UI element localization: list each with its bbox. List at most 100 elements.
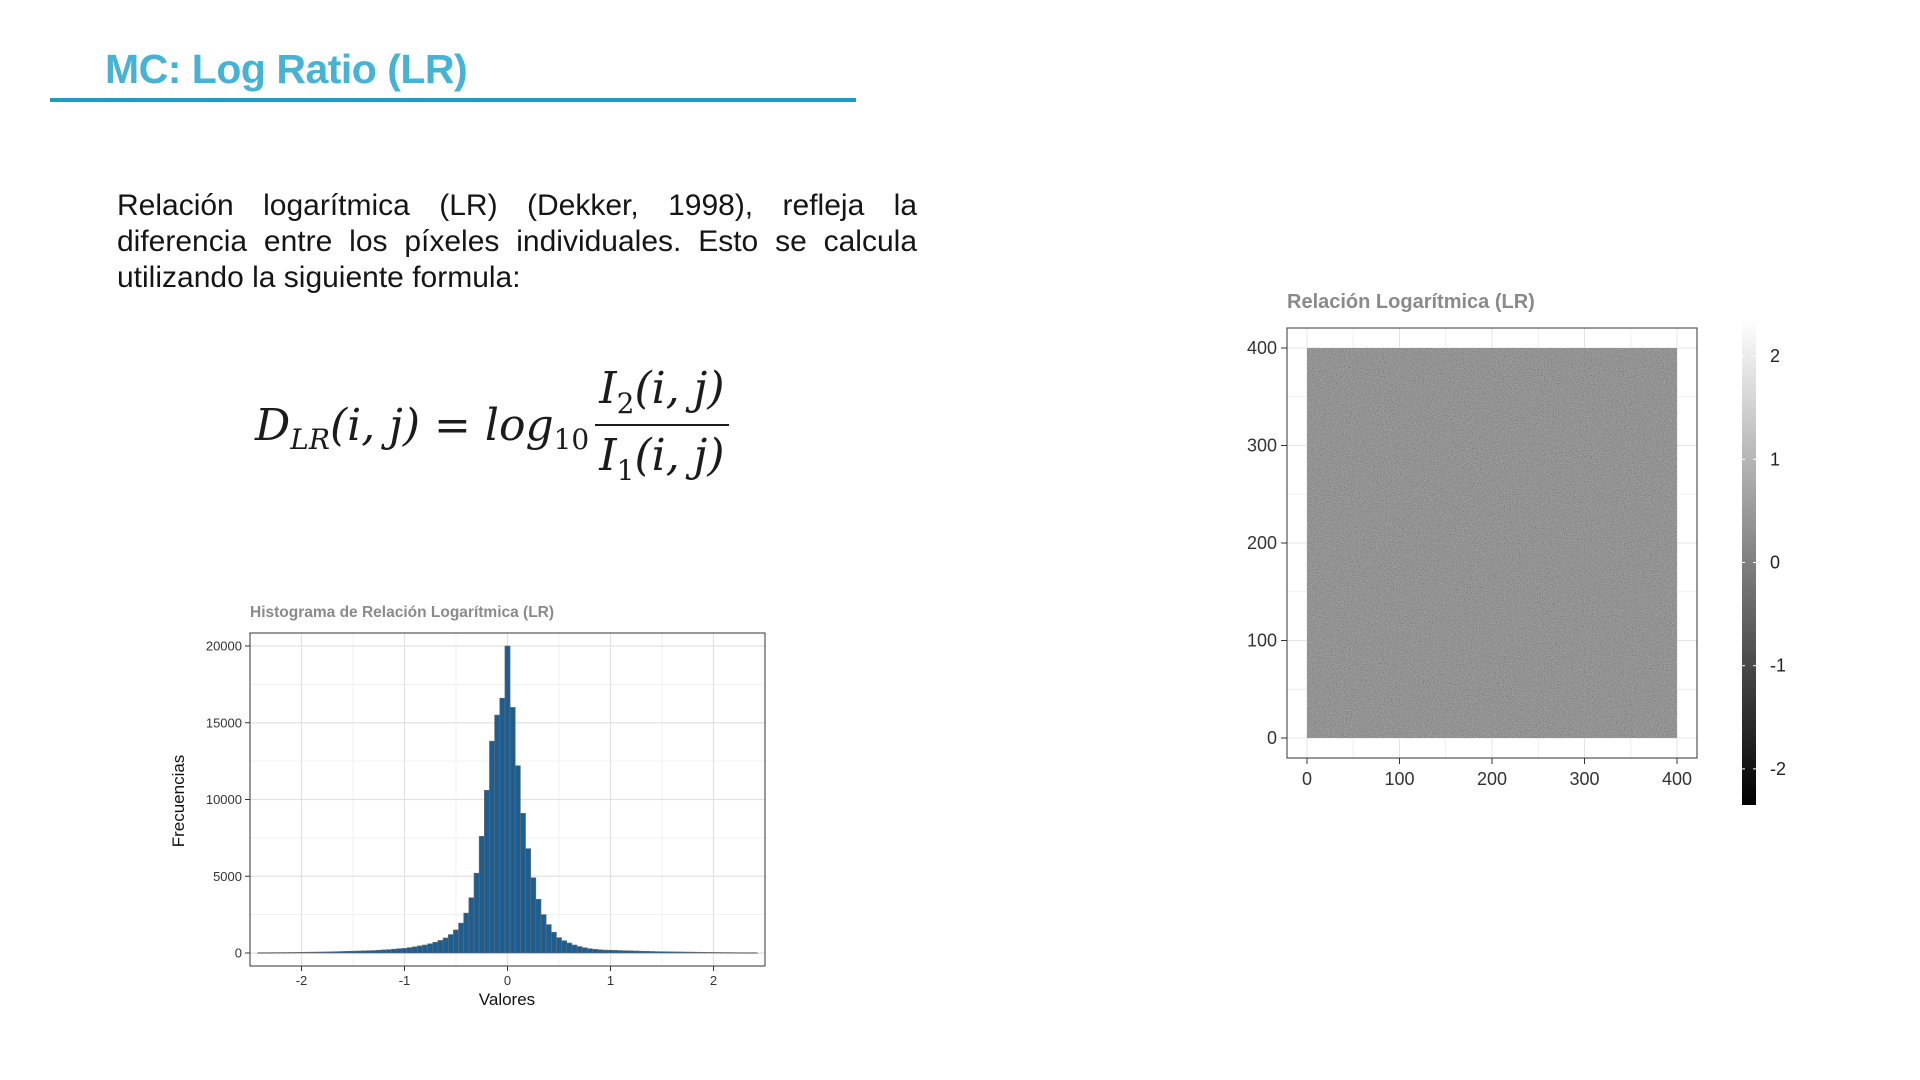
histogram-bar <box>298 952 305 954</box>
histogram-bar <box>401 948 408 954</box>
histogram-bar <box>375 949 382 954</box>
histogram-bar <box>427 943 434 954</box>
formula-lhs-subscript: LR <box>290 422 330 456</box>
formula-fraction: I2(i, j) I1(i, j) <box>595 363 729 487</box>
histogram-bar <box>365 950 372 954</box>
histogram-bar <box>545 924 552 954</box>
histogram-bar <box>690 951 696 954</box>
histogram-bar <box>746 952 753 954</box>
heatmap-texture <box>1307 348 1677 738</box>
histogram-bar <box>720 952 727 954</box>
histogram-bar <box>633 950 640 954</box>
histogram-bar <box>540 914 547 954</box>
histogram-bar <box>473 872 480 954</box>
histogram-bar <box>463 912 470 954</box>
histogram-bar <box>417 945 423 954</box>
histogram-title: Histograma de Relación Logarítmica (LR) <box>250 604 554 621</box>
histogram-bar <box>293 952 300 954</box>
histogram-bar <box>664 951 671 954</box>
histogram-bar <box>267 952 274 954</box>
histogram-bar <box>308 951 315 954</box>
histogram-x-tick-label: -2 <box>296 973 308 988</box>
histogram-bar <box>370 950 377 954</box>
histogram-bar <box>571 944 578 954</box>
colorbar-tick-label: 1 <box>1770 449 1780 469</box>
histogram-bar <box>453 929 459 954</box>
histogram-bar <box>319 951 325 954</box>
heatmap-x-tick-label: 200 <box>1477 769 1507 789</box>
histogram-bar <box>504 645 511 954</box>
heatmap-colorbar <box>1742 320 1756 805</box>
histogram-y-tick-label: 5000 <box>213 869 242 884</box>
histogram-bar <box>607 949 614 954</box>
histogram-bar <box>494 714 501 954</box>
histogram-bar <box>638 950 645 954</box>
formula-lhs-symbol: D <box>255 399 291 451</box>
heatmap-x-tick-label: 300 <box>1569 769 1599 789</box>
histogram-bar <box>272 952 279 954</box>
heatmap-y-tick-label: 0 <box>1267 728 1277 748</box>
slide-title: MC: Log Ratio (LR) <box>105 46 468 92</box>
heatmap-chart: Relación Logarítmica (LR) 0 100 200 300 4000… <box>1247 291 1785 805</box>
histogram-bar <box>731 952 737 954</box>
histogram-y-tick-label: 10000 <box>206 792 242 807</box>
formula-denominator-symbol: I <box>599 430 617 481</box>
formula-log: log <box>484 399 554 451</box>
formula-numerator: I2(i, j) <box>595 363 729 426</box>
histogram-bar <box>288 952 295 954</box>
histogram-bar <box>623 950 629 954</box>
heatmap-x-tick-label: 0 <box>1302 769 1312 789</box>
histogram-bar <box>478 836 485 954</box>
histogram-bar <box>432 941 439 954</box>
histogram-bar <box>396 948 403 954</box>
histogram-bar <box>406 947 413 954</box>
heatmap-x-tick-label: 400 <box>1662 769 1692 789</box>
histogram-bar <box>344 951 351 954</box>
histogram-bar <box>484 789 490 954</box>
histogram-bar <box>674 951 681 954</box>
histogram-bar <box>468 897 475 954</box>
histogram-bar <box>442 937 449 954</box>
histogram-bar <box>700 952 707 954</box>
histogram-bar <box>278 952 284 954</box>
histogram-bar <box>561 940 568 954</box>
histogram-bar <box>334 951 341 954</box>
formula-numerator-subscript: 2 <box>616 387 635 420</box>
histogram-x-tick-label: -1 <box>399 973 411 988</box>
colorbar-tick-label: 2 <box>1770 346 1780 366</box>
histogram-bar <box>520 813 526 954</box>
histogram-bar <box>679 951 686 954</box>
histogram-bar <box>262 952 269 954</box>
colorbar-tick-label: -2 <box>1770 759 1785 779</box>
histogram-bar <box>602 949 609 954</box>
histogram-bar <box>499 697 506 954</box>
histogram-bar <box>360 950 367 954</box>
histogram-x-tick-label: 0 <box>504 973 511 988</box>
heatmap-y-tick-label: 100 <box>1247 631 1277 651</box>
histogram-bar <box>509 707 516 954</box>
histogram-bar <box>411 946 418 954</box>
heatmap-y-tick-label: 200 <box>1247 533 1277 553</box>
histogram-bar <box>669 951 676 954</box>
histogram-bar <box>587 948 593 954</box>
histogram-bar <box>489 740 495 954</box>
histogram-bar <box>391 948 398 954</box>
histogram-x-label: Valores <box>479 990 535 1009</box>
histogram-bar <box>303 951 310 954</box>
histogram-bar <box>329 951 336 954</box>
histogram-bar <box>751 952 758 954</box>
histogram-axes: -2 -1 0 1 2 0 5000 10000 15000 20000 <box>206 639 717 989</box>
histogram-x-tick-label: 2 <box>710 973 717 988</box>
histogram-bar <box>617 950 624 954</box>
histogram-bar <box>422 944 428 954</box>
log-ratio-formula: D LR (i, j) = log 10 I2(i, j) I1(i, j) <box>255 360 729 490</box>
histogram-bar <box>581 947 588 954</box>
formula-denominator-subscript: 1 <box>616 454 635 487</box>
histogram-bar <box>715 952 722 954</box>
histogram-bar <box>695 951 701 954</box>
histogram-bar <box>576 946 583 954</box>
histogram-bar <box>628 950 634 954</box>
histogram-bar <box>350 950 356 954</box>
heatmap-x-tick-label: 100 <box>1384 769 1414 789</box>
histogram-bar <box>710 952 717 954</box>
